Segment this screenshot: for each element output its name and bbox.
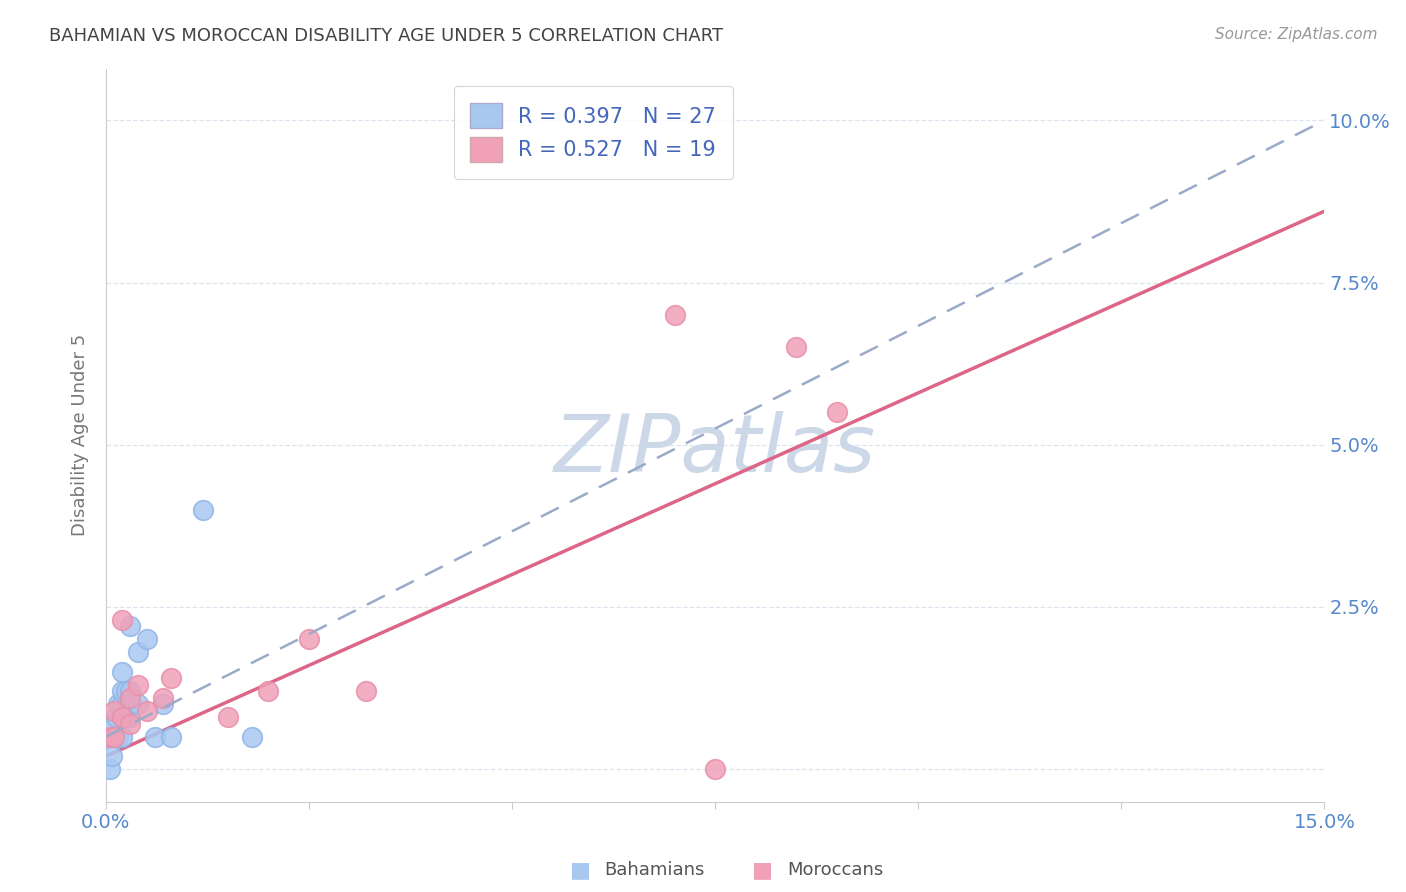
Point <box>98 730 121 744</box>
Point <box>107 698 129 712</box>
Point <box>704 762 727 776</box>
Point <box>111 730 134 744</box>
Point <box>111 665 134 679</box>
Point <box>120 716 142 731</box>
Point <box>135 704 157 718</box>
Point <box>825 405 848 419</box>
Point <box>101 749 124 764</box>
Point <box>115 710 138 724</box>
Point <box>111 710 134 724</box>
Point <box>103 716 125 731</box>
Text: ■: ■ <box>752 860 773 880</box>
Point <box>127 645 149 659</box>
Y-axis label: Disability Age Under 5: Disability Age Under 5 <box>72 334 89 536</box>
Point <box>111 698 134 712</box>
Point <box>127 678 149 692</box>
Point <box>120 698 142 712</box>
Text: Moroccans: Moroccans <box>787 861 883 879</box>
Point <box>98 762 121 776</box>
Text: Source: ZipAtlas.com: Source: ZipAtlas.com <box>1215 27 1378 42</box>
Point <box>785 341 807 355</box>
Point <box>257 684 280 698</box>
Point <box>143 730 166 744</box>
Point <box>103 730 125 744</box>
Text: ZIPatlas: ZIPatlas <box>554 410 876 489</box>
Legend: R = 0.397   N = 27, R = 0.527   N = 19: R = 0.397 N = 27, R = 0.527 N = 19 <box>454 87 733 178</box>
Point <box>120 619 142 633</box>
Point <box>160 671 183 685</box>
Point <box>111 710 134 724</box>
Point <box>127 698 149 712</box>
Point <box>115 684 138 698</box>
Point <box>160 730 183 744</box>
Point <box>98 730 121 744</box>
Point <box>103 730 125 744</box>
Point <box>240 730 263 744</box>
Text: BAHAMIAN VS MOROCCAN DISABILITY AGE UNDER 5 CORRELATION CHART: BAHAMIAN VS MOROCCAN DISABILITY AGE UNDE… <box>49 27 723 45</box>
Point <box>120 710 142 724</box>
Point <box>152 698 174 712</box>
Point <box>298 632 321 647</box>
Point <box>120 690 142 705</box>
Point <box>120 684 142 698</box>
Point <box>193 502 215 516</box>
Point <box>111 613 134 627</box>
Point <box>111 684 134 698</box>
Text: ■: ■ <box>569 860 591 880</box>
Point <box>354 684 377 698</box>
Point <box>135 632 157 647</box>
Point <box>104 710 127 724</box>
Point <box>107 730 129 744</box>
Text: Bahamians: Bahamians <box>605 861 704 879</box>
Point <box>152 690 174 705</box>
Point <box>103 704 125 718</box>
Point <box>664 308 686 322</box>
Point <box>217 710 239 724</box>
